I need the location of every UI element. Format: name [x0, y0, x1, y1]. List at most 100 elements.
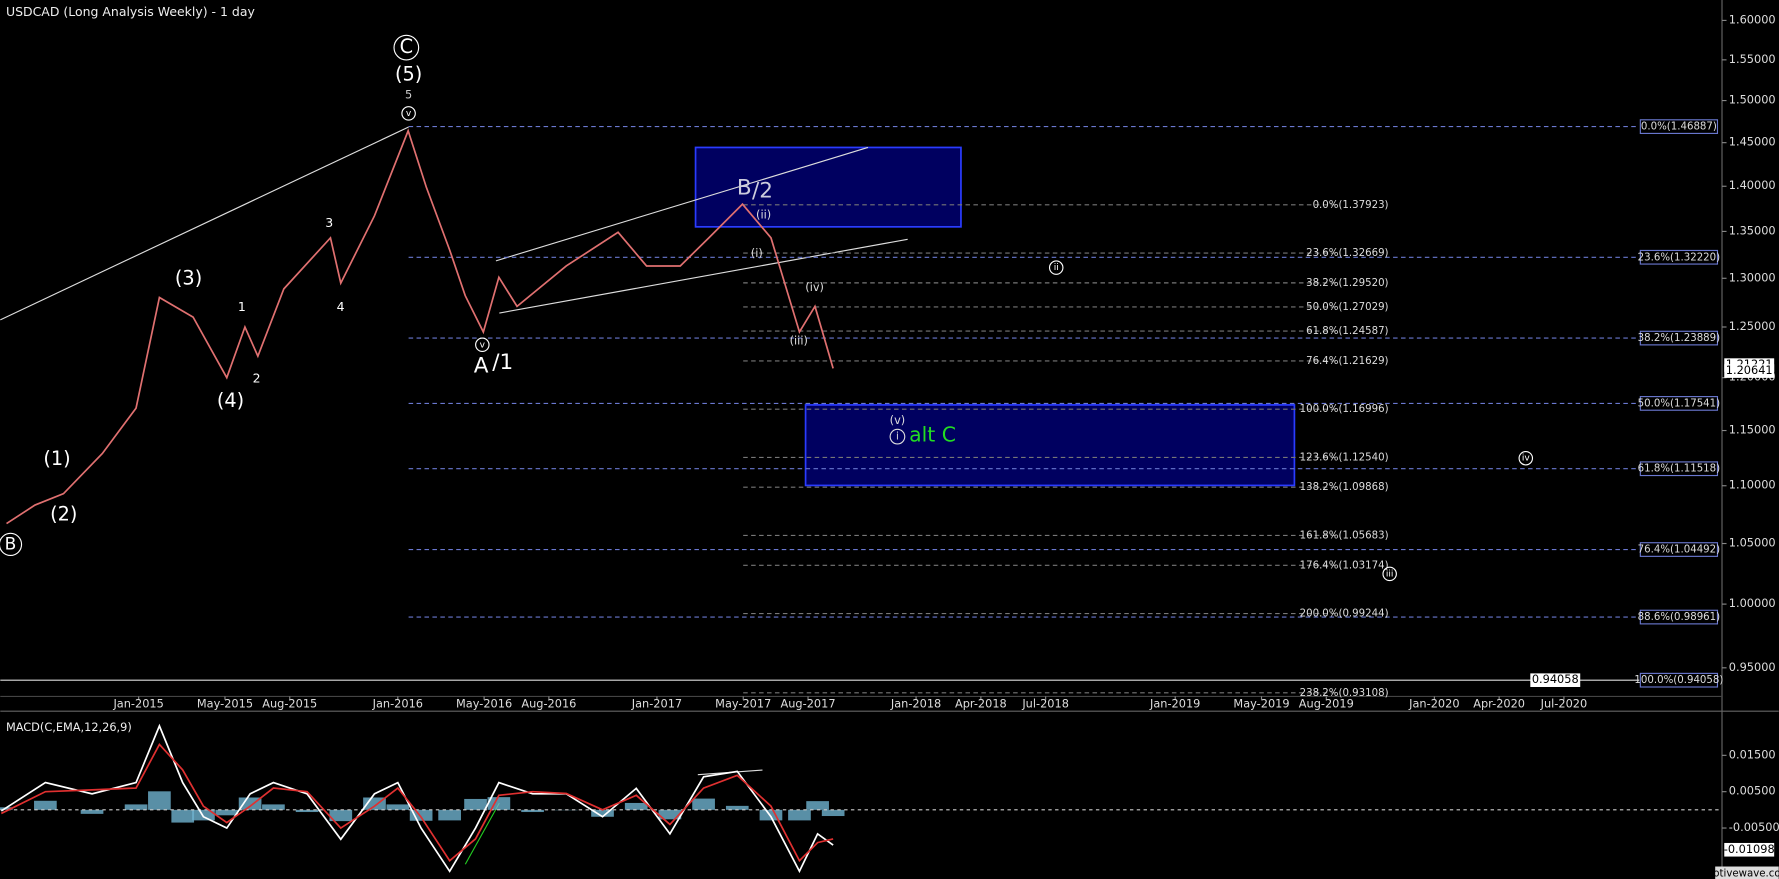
- wave-label: (ii): [756, 207, 771, 221]
- wave-label: C: [400, 35, 413, 58]
- fib-sublabel: 76.4%(1.21629): [1306, 356, 1388, 367]
- y-tick-label: 1.55000: [1729, 52, 1776, 66]
- series-line: [0, 723, 834, 874]
- x-tick-label: Jul-2018: [1021, 696, 1069, 710]
- annotation-circle: [401, 106, 416, 121]
- y-tick-label: 1.00000: [1729, 596, 1776, 610]
- histogram-bar: [295, 809, 319, 813]
- histogram-bar: [438, 809, 461, 821]
- wave-label: A: [474, 353, 489, 378]
- target-box: [804, 404, 1296, 487]
- y-tick-label: 1.35000: [1729, 223, 1776, 237]
- annotation-circle: [393, 34, 420, 61]
- price-label-box: [1724, 364, 1775, 378]
- y-tick-label: 1.05000: [1729, 536, 1776, 550]
- x-tick-label: May-2015: [197, 696, 253, 710]
- series-line: [0, 743, 834, 863]
- fib-sublabel: 23.6%(1.32669): [1306, 248, 1388, 259]
- histogram-bar: [171, 809, 195, 823]
- x-tick-label: Jan-2020: [1408, 696, 1459, 710]
- price-label-box: [1530, 673, 1581, 687]
- y-tick-label: 0.00500: [1729, 784, 1776, 798]
- wave-label: /2: [752, 179, 773, 204]
- target-box: [694, 146, 962, 228]
- fib-sublabel: 61.8%(1.24587): [1306, 326, 1388, 337]
- fib-sublabel: 161.8%(1.05683): [1300, 530, 1389, 541]
- x-tick-label: May-2017: [715, 696, 771, 710]
- histogram-bar: [624, 802, 648, 810]
- fib-label: 88.6%(0.98961): [1638, 612, 1720, 623]
- series-line: [6, 128, 834, 525]
- y-tick-label: 1.45000: [1729, 135, 1776, 149]
- histogram-bar: [80, 809, 104, 814]
- fib-sublabel: 238.2%(0.93108): [1300, 688, 1389, 699]
- price-label-box: [1724, 842, 1775, 857]
- fib-sublabel: 50.0%(1.27029): [1306, 302, 1388, 313]
- plot-layer: 0.950001.000001.050001.100001.150001.200…: [0, 12, 1779, 874]
- histogram-bar: [591, 809, 614, 817]
- fib-sublabel: 123.6%(1.12540): [1300, 452, 1389, 463]
- wave-label: (4): [217, 389, 244, 412]
- fib-label: 50.0%(1.17541): [1638, 398, 1720, 409]
- histogram-bar: [148, 791, 171, 810]
- y-tick-label: 0.95000: [1729, 660, 1776, 674]
- fib-label: 100.0%(0.94058): [1634, 675, 1723, 686]
- y-tick-label: 1.30000: [1729, 270, 1776, 284]
- histogram-bar: [725, 805, 749, 810]
- fib-label-box: [1639, 609, 1719, 625]
- wave-label: v: [406, 109, 412, 119]
- x-tick-label: Jan-2018: [890, 696, 941, 710]
- x-tick-label: Jul-2020: [1540, 696, 1588, 710]
- wave-label: (iii): [790, 333, 808, 347]
- fib-sublabel: 200.0%(0.99244): [1300, 609, 1389, 620]
- annotation-circle: [1518, 450, 1534, 466]
- macd-title: MACD(C,EMA,12,26,9): [6, 720, 132, 734]
- y-tick-label: 1.50000: [1729, 93, 1776, 107]
- wave-label: alt C: [909, 423, 956, 447]
- footer-box: [1715, 866, 1779, 879]
- price-label: 1.20641: [1726, 363, 1773, 377]
- fib-label: 0.0%(1.46887): [1641, 122, 1717, 133]
- x-tick-label: May-2019: [1233, 696, 1289, 710]
- price-label: -0.01098: [1724, 842, 1775, 856]
- histogram-bar: [464, 798, 487, 810]
- y-tick-label: 1.60000: [1729, 12, 1776, 26]
- annotation-circle: [1382, 566, 1397, 582]
- x-tick-label: May-2016: [456, 696, 512, 710]
- histogram-bar: [409, 809, 433, 821]
- annotation-circle: [0, 532, 23, 557]
- channel-line: [495, 146, 869, 262]
- channel-line: [499, 238, 908, 314]
- wave-label: B: [5, 534, 17, 554]
- histogram-bar: [215, 809, 239, 816]
- fib-label-box: [1639, 672, 1719, 688]
- wave-label: B: [737, 175, 752, 200]
- x-tick-label: Jan-2017: [631, 696, 682, 710]
- chart-title: USDCAD (Long Analysis Weekly) - 1 day: [6, 4, 255, 19]
- fib-label: 76.4%(1.04492): [1638, 545, 1720, 556]
- wave-label: (i): [751, 246, 763, 260]
- wave-label: 1: [238, 299, 246, 314]
- wave-label: 5: [405, 87, 412, 101]
- y-tick-label: 1.40000: [1729, 178, 1776, 192]
- fib-label: 38.2%(1.23889): [1638, 333, 1720, 344]
- histogram-bar: [238, 797, 262, 810]
- y-tick-label: 1.15000: [1729, 423, 1776, 437]
- histogram-bar: [821, 809, 845, 817]
- trend-line: [0, 126, 409, 321]
- wave-label: (v): [890, 413, 906, 427]
- wave-label: ii: [1054, 263, 1059, 273]
- histogram-bar: [788, 809, 811, 821]
- x-tick-label: Aug-2016: [521, 696, 576, 710]
- wave-label: iv: [1522, 454, 1531, 464]
- wave-label: v: [480, 340, 486, 350]
- wave-label: 2: [253, 370, 261, 385]
- footer: motivewave.com: [1703, 868, 1779, 879]
- fib-label: 23.6%(1.32220): [1638, 252, 1720, 263]
- histogram-bar: [329, 809, 353, 822]
- wave-label: (3): [175, 267, 202, 290]
- fib-sublabel: 100.0%(1.16996): [1300, 404, 1389, 415]
- fib-label-box: [1639, 330, 1719, 346]
- x-tick-label: Aug-2019: [1299, 696, 1354, 710]
